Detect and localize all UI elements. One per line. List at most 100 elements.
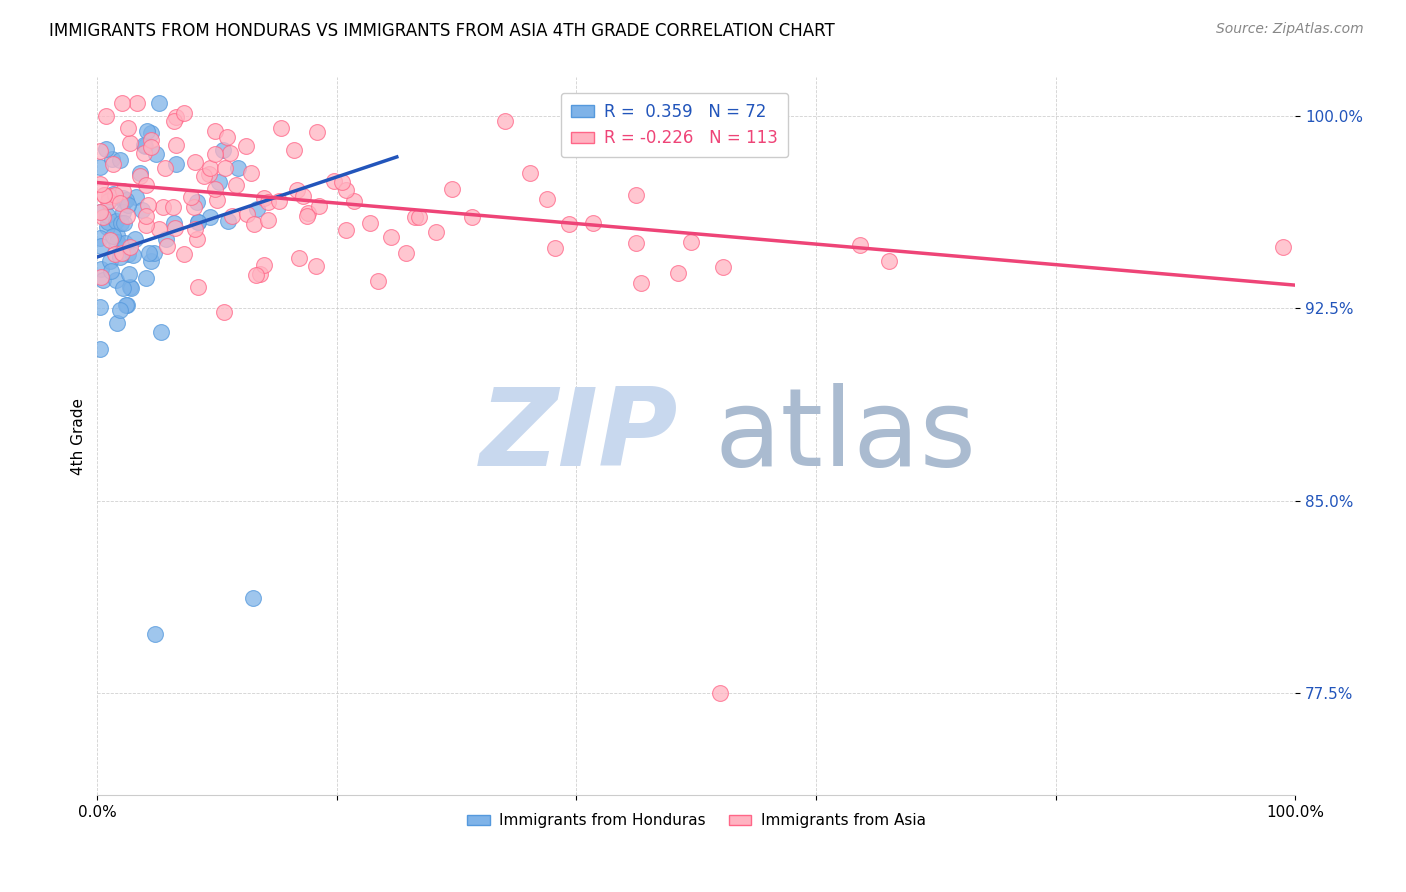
Point (117, 198, 139, 212)
Point (633, 139, 655, 153)
Point (879, 253, 901, 268)
Point (245, 268, 267, 282)
Point (162, 200, 184, 214)
Point (544, 241, 567, 255)
Point (97, 194, 120, 208)
Point (115, 298, 138, 312)
Point (105, 235, 128, 250)
Point (186, 232, 208, 246)
Point (101, 187, 124, 202)
Point (441, 182, 464, 196)
Point (394, 245, 416, 260)
Point (849, 238, 872, 252)
Point (114, 235, 136, 250)
Point (198, 161, 221, 176)
Point (270, 121, 292, 136)
Point (165, 138, 187, 153)
Point (558, 218, 581, 232)
Point (89, 231, 111, 245)
Point (283, 143, 305, 157)
Point (134, 145, 156, 160)
Point (256, 213, 278, 227)
Point (425, 226, 447, 240)
Point (630, 276, 652, 290)
Point (111, 96, 134, 111)
Point (204, 147, 226, 161)
Point (89, 160, 111, 174)
Point (257, 194, 280, 209)
Point (187, 214, 209, 228)
Point (183, 222, 205, 236)
Point (335, 183, 357, 197)
Point (148, 96, 170, 111)
Point (105, 273, 128, 287)
Point (285, 183, 308, 197)
Point (115, 209, 138, 223)
Point (105, 316, 128, 330)
Point (235, 138, 257, 153)
Point (242, 218, 264, 232)
Point (335, 223, 357, 237)
Point (104, 187, 127, 202)
Point (626, 188, 648, 202)
Point (198, 210, 221, 224)
Point (165, 220, 187, 235)
Point (111, 281, 134, 295)
Point (98, 233, 121, 247)
Point (128, 166, 150, 180)
Point (153, 161, 176, 175)
Point (145, 146, 167, 161)
Point (212, 305, 235, 319)
Point (173, 247, 195, 261)
Point (249, 268, 271, 282)
Point (226, 161, 249, 175)
Point (135, 178, 157, 193)
Point (217, 214, 239, 228)
Point (156, 238, 179, 252)
Point (96, 208, 118, 222)
Point (225, 178, 247, 192)
Point (408, 210, 430, 224)
Point (135, 210, 157, 224)
Point (90, 239, 112, 253)
Y-axis label: 4th Grade: 4th Grade (72, 398, 86, 475)
Point (330, 175, 353, 189)
Point (90, 261, 112, 276)
Point (165, 110, 187, 124)
Point (97, 214, 120, 228)
Point (367, 274, 389, 288)
Point (404, 210, 426, 224)
Point (118, 280, 141, 294)
Point (93, 187, 115, 202)
Point (89, 205, 111, 219)
Point (242, 591, 264, 605)
Point (93, 273, 115, 287)
Point (582, 216, 605, 230)
Point (343, 194, 366, 209)
Point (100, 263, 122, 277)
Point (118, 240, 141, 254)
Point (221, 209, 243, 223)
Point (110, 250, 132, 264)
Point (103, 157, 125, 171)
Point (124, 232, 146, 246)
Point (108, 195, 131, 210)
Point (111, 191, 134, 205)
Point (165, 157, 187, 171)
Point (308, 199, 330, 213)
Point (110, 216, 132, 230)
Point (141, 126, 163, 140)
Point (122, 248, 145, 262)
Point (112, 194, 135, 209)
Point (89, 145, 111, 159)
Point (624, 236, 647, 251)
Point (180, 190, 202, 204)
Text: Source: ZipAtlas.com: Source: ZipAtlas.com (1216, 22, 1364, 37)
Point (143, 627, 166, 641)
Point (120, 136, 142, 151)
Point (494, 114, 516, 128)
Point (208, 175, 231, 189)
Point (112, 216, 135, 230)
Point (117, 267, 139, 281)
Point (125, 190, 148, 204)
